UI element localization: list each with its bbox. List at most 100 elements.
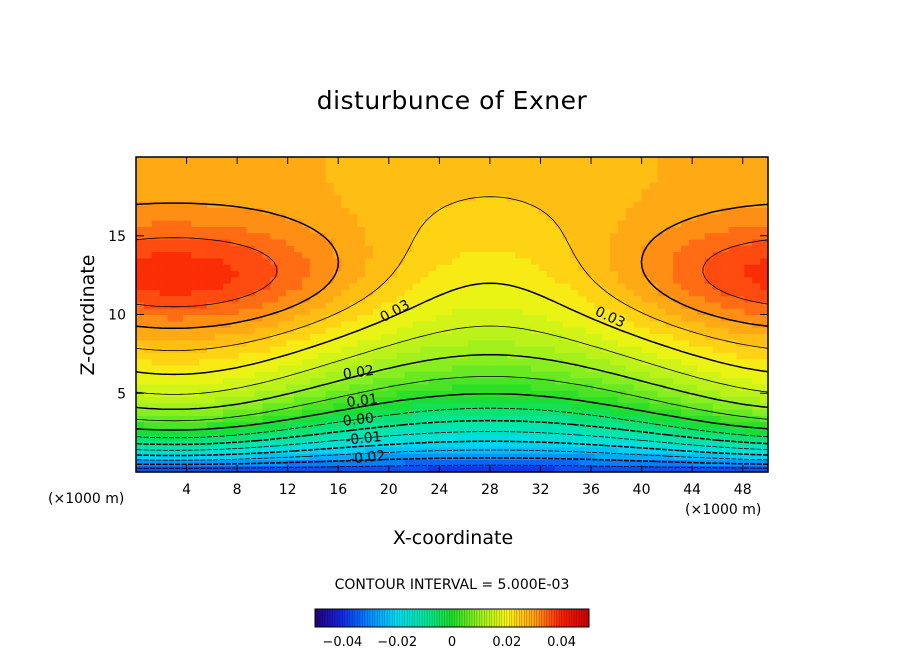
field-cell [278, 421, 287, 429]
x-tick-label: 40 [633, 482, 651, 498]
field-cell [199, 220, 208, 227]
field-cell [254, 194, 263, 202]
field-cell [546, 383, 556, 391]
field-cell [270, 163, 279, 171]
field-cell [388, 409, 398, 416]
field-cell [230, 358, 240, 366]
field-cell [230, 207, 240, 215]
field-cell [143, 453, 153, 460]
field-cell [286, 327, 295, 334]
field-cell [183, 320, 192, 328]
field-cell [238, 213, 248, 221]
field-cell [523, 314, 532, 322]
field-cell [143, 163, 153, 171]
field-cell [175, 327, 184, 334]
field-cell [586, 320, 595, 328]
field-cell [136, 283, 145, 290]
field-cell [246, 301, 256, 309]
field-cell [388, 339, 398, 347]
field-cell [309, 352, 319, 360]
field-cell [641, 440, 651, 448]
field-cell [151, 301, 161, 309]
field-cell [167, 245, 177, 253]
field-cell [586, 257, 595, 265]
field-cell [696, 232, 706, 240]
field-cell [602, 194, 611, 202]
colorbar-swatch [412, 609, 415, 627]
field-cell [191, 295, 200, 303]
field-cell [546, 201, 556, 208]
field-cell [459, 163, 469, 171]
field-cell [278, 396, 287, 404]
field-cell [467, 320, 477, 328]
field-cell [625, 396, 635, 404]
field-cell [507, 465, 516, 473]
colorbar-swatch [397, 609, 400, 627]
field-cell [712, 283, 722, 290]
field-cell [207, 289, 216, 297]
field-cell [728, 396, 737, 404]
field-cell [444, 188, 453, 196]
field-cell [499, 295, 508, 303]
field-cell [286, 270, 295, 278]
field-cell [238, 333, 248, 341]
field-cell [357, 446, 366, 454]
field-cell [531, 276, 540, 284]
field-cell [538, 377, 548, 385]
field-cell [696, 245, 706, 253]
field-cell [483, 201, 493, 208]
field-cell [396, 251, 406, 259]
field-cell [215, 157, 224, 164]
field-cell [760, 175, 769, 183]
field-cell [689, 238, 698, 246]
field-cell [625, 301, 635, 309]
field-cell [349, 182, 358, 190]
field-cell [136, 434, 145, 442]
field-cell [602, 421, 611, 429]
field-cell [412, 163, 421, 171]
field-cell [325, 245, 335, 253]
field-cell [136, 346, 145, 353]
field-cell [720, 220, 730, 227]
field-cell [396, 364, 406, 372]
field-cell [428, 283, 437, 290]
field-cell [357, 207, 366, 215]
field-cell [483, 257, 493, 265]
field-cell [143, 182, 153, 190]
field-cell [199, 163, 208, 171]
field-cell [357, 270, 366, 278]
field-cell [357, 169, 366, 177]
field-cell [467, 308, 477, 316]
field-cell [491, 238, 500, 246]
field-cell [191, 301, 200, 309]
field-cell [736, 283, 745, 290]
field-cell [452, 314, 461, 322]
field-cell [175, 295, 184, 303]
field-cell [546, 390, 556, 397]
field-cell [357, 232, 366, 240]
field-cell [665, 289, 674, 297]
field-cell [657, 194, 666, 202]
field-cell [641, 409, 651, 416]
field-cell [736, 402, 745, 410]
field-cell [444, 459, 453, 467]
field-cell [538, 427, 548, 435]
field-cell [728, 157, 737, 164]
field-cell [673, 434, 682, 442]
field-cell [499, 427, 508, 435]
field-cell [349, 446, 358, 454]
field-cell [452, 434, 461, 442]
colorbar-swatch [494, 609, 498, 627]
field-cell [333, 346, 342, 353]
field-cell [467, 421, 477, 429]
field-cell [333, 327, 342, 334]
field-cell [222, 201, 232, 208]
field-cell [483, 238, 493, 246]
field-cell [373, 402, 382, 410]
field-cell [696, 396, 706, 404]
field-cell [183, 364, 192, 372]
field-cell [436, 270, 445, 278]
field-cell [515, 257, 524, 265]
field-cell [207, 295, 216, 303]
field-cell [444, 314, 453, 322]
